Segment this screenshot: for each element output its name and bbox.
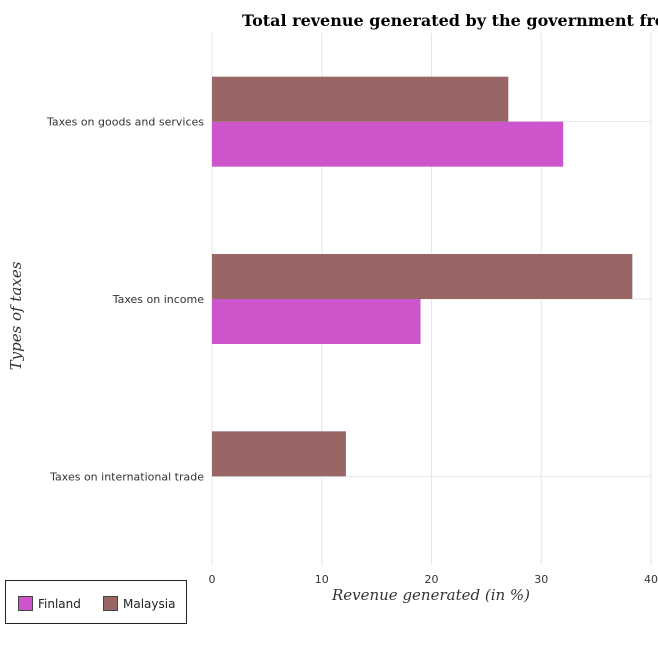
x-tick-label: 0 [209,573,216,586]
x-axis-title: Revenue generated (in %) [331,586,530,604]
bars [212,76,633,477]
bar-finland-0 [212,121,564,167]
x-tick-labels: 0 10 20 30 40 [209,573,658,586]
y-tick-labels: Taxes on goods and services Taxes on inco… [46,116,204,484]
bar-malaysia-1 [212,254,633,299]
bar-malaysia-2 [212,431,346,477]
y-tick-label: Taxes on income [112,293,205,306]
x-tick-label: 30 [534,573,548,586]
y-axis-title: Types of taxes [7,261,25,370]
legend-swatch-finland [18,596,33,611]
legend-label-finland: Finland [38,596,81,611]
x-tick-label: 10 [315,573,329,586]
legend-label-malaysia: Malaysia [123,596,176,611]
y-tick-label: Taxes on international trade [49,470,204,483]
legend: Finland Malaysia [5,580,187,624]
x-tick-label: 40 [644,573,658,586]
y-tick-label: Taxes on goods and services [46,116,204,129]
bar-finland-1 [212,299,421,344]
chart-title: Total revenue generated by the governmen… [242,11,658,30]
bar-malaysia-0 [212,76,509,122]
legend-item-finland: Finland [18,596,81,611]
x-tick-label: 20 [425,573,439,586]
legend-item-malaysia: Malaysia [103,596,175,611]
legend-swatch-malaysia [103,596,118,611]
